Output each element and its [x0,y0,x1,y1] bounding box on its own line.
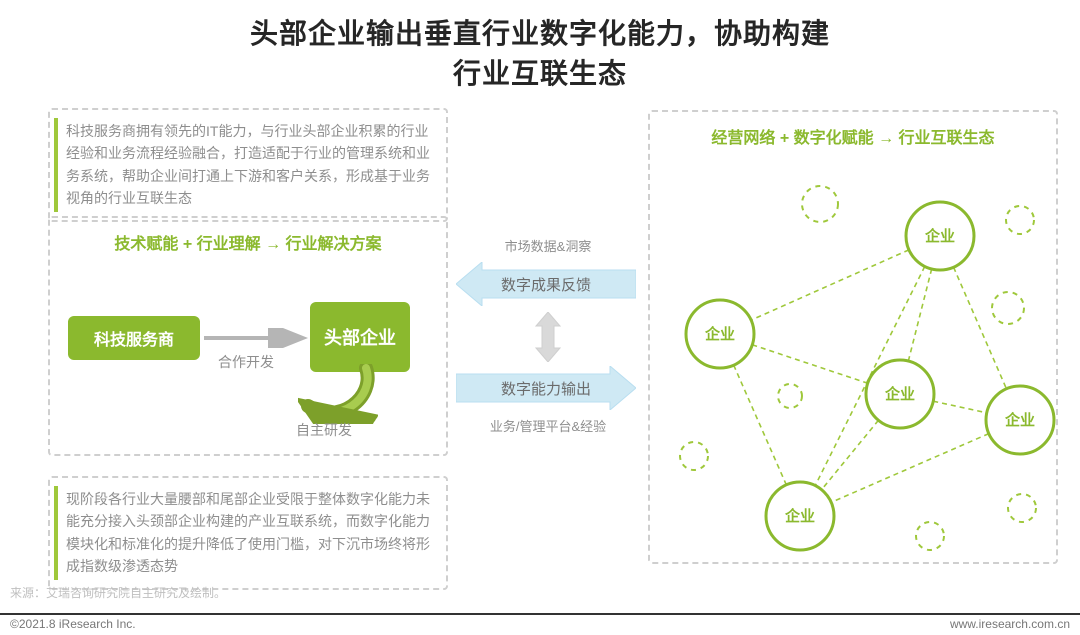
placeholder-node [1006,206,1034,234]
right-panel-title: 经营网络 + 数字化赋能 → 行业互联生态 [650,124,1056,148]
enterprise-node-label: 企业 [784,507,815,525]
title-line2: 行业互联生态 [0,52,1080,92]
description-top: 科技服务商拥有领先的IT能力，与行业头部企业积累的行业经验和业务流程经验融合，打… [48,108,448,222]
coop-arrow-icon [204,328,310,348]
self-dev-arrow-icon [298,364,378,424]
enterprise-node-label: 企业 [1004,411,1035,429]
arrow-output: 数字能力输出 [456,366,636,410]
network-edge [831,434,989,503]
placeholder-node [916,522,944,550]
enterprise-node-label: 企业 [924,227,955,245]
description-bottom: 现阶段各行业大量腰部和尾部企业受限于整体数字化能力未能充分接入头颈部企业构建的产… [48,476,448,590]
slide-title: 头部企业输出垂直行业数字化能力，协助构建 行业互联生态 [0,12,1080,92]
copyright: ©2021.8 iResearch Inc. [10,617,136,631]
left-panel: 技术赋能 + 行业理解 → 行业解决方案 科技服务商 头部企业 合作开发 自主研… [48,216,448,456]
placeholder-node [802,186,838,222]
source-text: 来源：艾瑞咨询研究院自主研究及绘制。 [10,584,226,601]
coop-label: 合作开发 [218,352,274,372]
footer: ©2021.8 iResearch Inc. www.iresearch.com… [0,613,1080,635]
enterprise-node-label: 企业 [704,325,735,343]
left-panel-title: 技术赋能 + 行业理解 → 行业解决方案 [50,230,446,254]
updown-arrow-icon [530,312,566,362]
network-edge [933,401,987,413]
slide: 头部企业输出垂直行业数字化能力，协助构建 行业互联生态 科技服务商拥有领先的IT… [0,0,1080,635]
enterprise-node-label: 企业 [884,385,915,403]
network-edge [752,345,867,383]
network-edge [734,365,787,485]
placeholder-node [992,292,1024,324]
network-edge [751,250,909,320]
arrow-feedback-label: 数字成果反馈 [501,274,591,295]
placeholder-node [1008,494,1036,522]
footer-url: www.iresearch.com.cn [950,617,1070,631]
placeholder-node [680,442,708,470]
self-dev-label: 自主研发 [296,420,352,440]
network-diagram: 企业企业企业企业企业 [650,156,1060,556]
arrow-output-label: 数字能力输出 [501,378,591,399]
box-head-enterprise: 头部企业 [310,302,410,372]
mid-label-bottom: 业务/管理平台&经验 [460,416,636,435]
right-panel: 经营网络 + 数字化赋能 → 行业互联生态 企业企业企业企业企业 [648,110,1058,564]
network-edge [908,269,931,361]
title-line1: 头部企业输出垂直行业数字化能力，协助构建 [0,12,1080,52]
network-edge [954,267,1007,389]
box-tech-provider: 科技服务商 [68,316,200,360]
arrow-feedback: 数字成果反馈 [456,262,636,306]
placeholder-node [778,384,802,408]
